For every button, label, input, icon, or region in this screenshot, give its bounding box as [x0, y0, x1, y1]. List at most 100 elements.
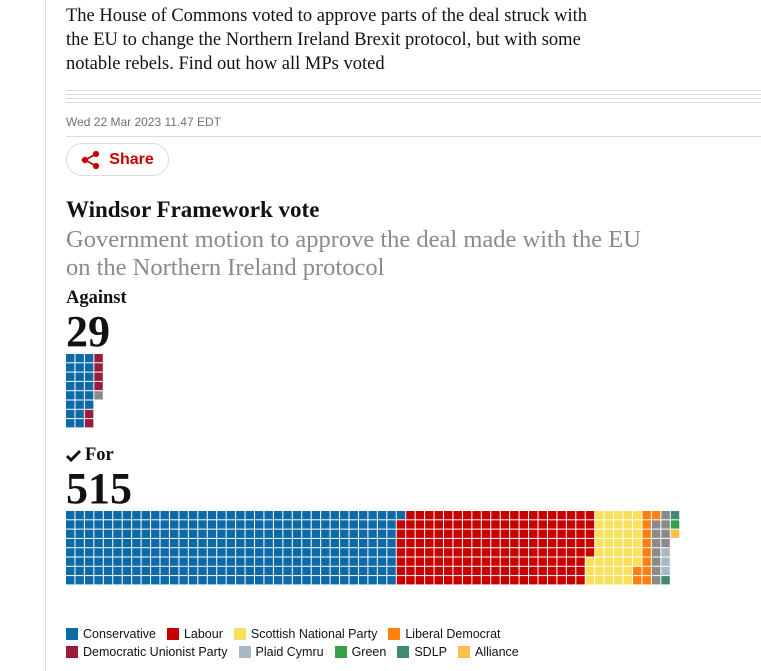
seat	[94, 557, 103, 566]
seat	[557, 538, 566, 548]
seat	[141, 557, 151, 566]
seat	[453, 538, 462, 548]
seat	[188, 529, 198, 538]
seat	[444, 529, 453, 538]
seat	[283, 511, 292, 520]
seat	[141, 538, 151, 548]
seat	[557, 576, 566, 585]
seat	[368, 511, 377, 520]
seat	[113, 529, 122, 538]
seat	[529, 538, 538, 548]
seat	[434, 529, 443, 538]
seat	[236, 576, 245, 585]
seat	[283, 548, 292, 557]
seat	[651, 529, 661, 538]
seat	[84, 538, 94, 548]
seat	[349, 566, 358, 576]
seat	[387, 557, 396, 566]
seat	[547, 576, 557, 585]
seat	[207, 557, 217, 566]
seat	[415, 566, 425, 576]
seat	[292, 576, 302, 585]
seat	[217, 529, 226, 538]
seat	[642, 548, 651, 557]
seat	[236, 557, 245, 566]
seat	[651, 566, 661, 576]
seat	[349, 520, 358, 529]
seat	[75, 391, 84, 400]
seat	[330, 548, 340, 557]
seat	[66, 576, 75, 585]
seat	[141, 576, 151, 585]
seat	[434, 566, 443, 576]
legend-swatch	[166, 628, 179, 640]
seat	[292, 520, 302, 529]
seat	[453, 557, 462, 566]
seat	[113, 566, 122, 576]
seat	[547, 520, 557, 529]
seat	[311, 557, 321, 566]
seat	[595, 511, 604, 520]
seat	[188, 548, 198, 557]
seat	[207, 511, 217, 520]
legend-swatch	[66, 628, 78, 640]
seat	[122, 511, 132, 520]
seat	[217, 557, 226, 566]
seat	[255, 576, 264, 585]
seat	[103, 520, 113, 529]
seat	[585, 566, 595, 576]
seat	[585, 520, 595, 529]
seat	[377, 520, 387, 529]
seat	[396, 511, 406, 520]
seat	[453, 566, 462, 576]
seat	[358, 511, 368, 520]
seat	[66, 400, 75, 409]
seat	[198, 576, 207, 585]
seat	[113, 576, 122, 585]
seat	[245, 538, 254, 548]
seat	[132, 511, 141, 520]
seat	[415, 529, 425, 538]
seat	[547, 566, 557, 576]
seat	[103, 566, 113, 576]
seat	[236, 529, 245, 538]
share-button[interactable]: Share	[66, 143, 169, 176]
for-label: For	[85, 445, 114, 465]
seat	[226, 529, 236, 538]
seat	[245, 576, 254, 585]
seat	[481, 576, 491, 585]
seat	[358, 566, 368, 576]
seat	[141, 520, 151, 529]
seat	[179, 548, 188, 557]
timestamp: Wed 22 Mar 2023 11.47 EDT	[66, 115, 221, 129]
seat	[169, 538, 179, 548]
seat	[406, 557, 415, 566]
seat	[292, 548, 302, 557]
seat	[481, 511, 491, 520]
seat	[406, 566, 415, 576]
seat	[642, 520, 651, 529]
seat	[368, 529, 377, 538]
seat	[415, 520, 425, 529]
seat	[500, 520, 510, 529]
seat	[453, 548, 462, 557]
seat	[84, 548, 94, 557]
seat	[425, 511, 434, 520]
legend-swatch	[457, 646, 470, 658]
seat	[84, 354, 94, 363]
seat	[141, 548, 151, 557]
seat	[444, 520, 453, 529]
seat	[151, 520, 160, 529]
seat	[434, 557, 443, 566]
seat	[633, 557, 642, 566]
seat	[406, 529, 415, 538]
seat	[340, 511, 349, 520]
seat	[576, 548, 585, 557]
seat	[198, 566, 207, 576]
seat	[623, 520, 632, 529]
seat	[321, 576, 330, 585]
seat	[179, 529, 188, 538]
seat	[557, 529, 566, 538]
seat	[283, 576, 292, 585]
seat	[462, 511, 472, 520]
